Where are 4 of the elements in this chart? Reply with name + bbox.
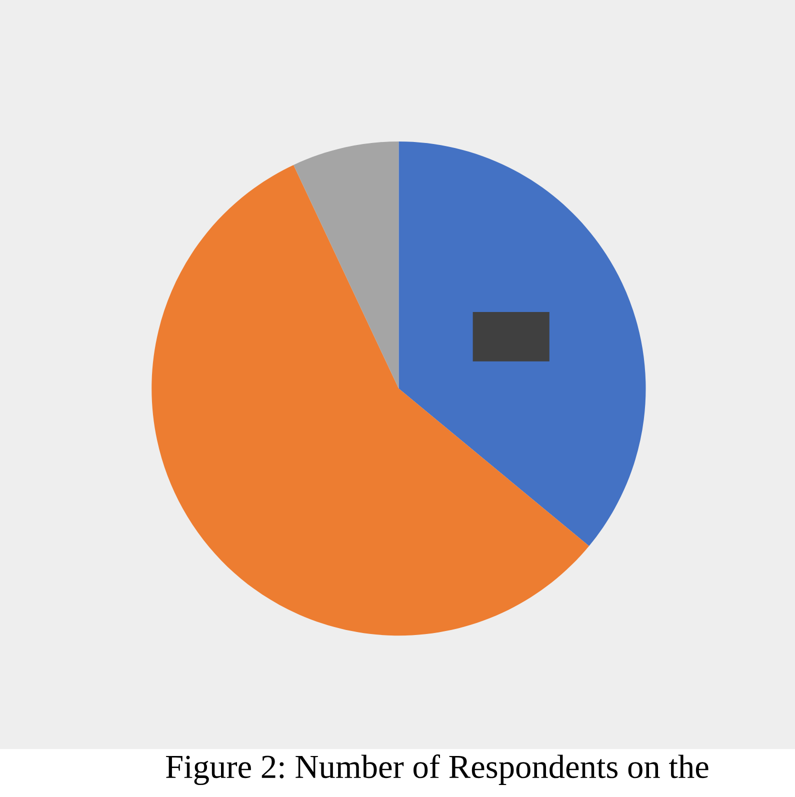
pie-slice (152, 164, 590, 636)
pie-slice (293, 141, 399, 389)
caption: Figure 2: Number of Respondents on the (166, 754, 708, 786)
pie-slice (398, 141, 646, 546)
